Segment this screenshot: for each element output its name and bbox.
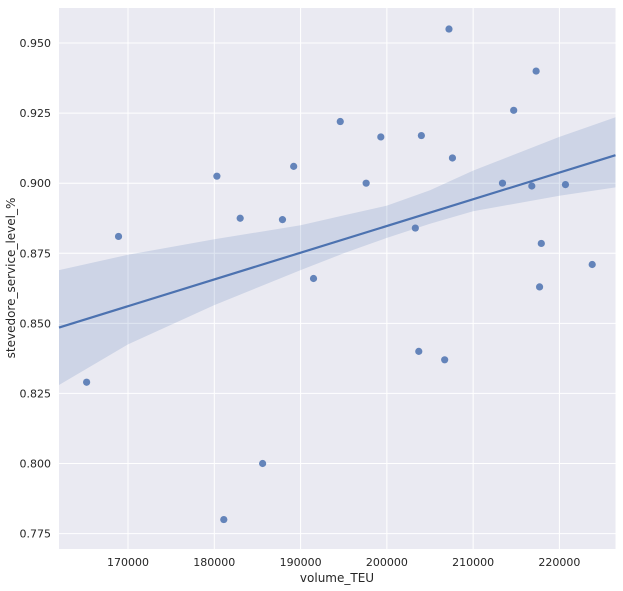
x-tick-label: 210000	[452, 556, 494, 569]
y-axis-label: stevedore_service_level_%	[4, 198, 18, 359]
y-tick-label: 0.950	[20, 37, 52, 50]
y-tick-label: 0.875	[20, 247, 52, 260]
data-point	[213, 172, 221, 180]
data-point	[236, 214, 244, 222]
data-point	[290, 162, 298, 170]
data-point	[448, 154, 457, 162]
x-tick-label: 220000	[538, 556, 580, 569]
y-tick-label: 0.900	[20, 177, 52, 190]
data-point	[532, 67, 540, 75]
data-point	[535, 283, 544, 291]
data-point	[411, 224, 419, 232]
data-point	[510, 106, 518, 114]
x-tick-labels: 170000 180000 190000 200000 210000 220000	[107, 556, 580, 569]
x-axis-label: volume_TEU	[300, 571, 374, 585]
x-tick-label: 170000	[107, 556, 149, 569]
data-point	[498, 179, 507, 187]
data-point	[417, 131, 425, 140]
data-point	[537, 239, 545, 248]
data-point	[441, 356, 449, 364]
data-point	[377, 133, 385, 141]
y-tick-label: 0.850	[20, 317, 52, 330]
x-tick-label: 190000	[280, 556, 322, 569]
grid-lines	[59, 8, 616, 549]
regression-line	[58, 154, 616, 329]
data-point	[278, 216, 287, 224]
confidence-band-layer	[59, 117, 616, 386]
y-tick-labels: 0.775 0.800 0.825 0.850 0.875 0.900 0.925 0.950	[20, 37, 52, 541]
data-point	[83, 378, 91, 386]
y-tick-label: 0.925	[20, 107, 52, 120]
confidence-band	[59, 117, 616, 386]
plot-background	[59, 8, 616, 549]
data-point	[220, 515, 228, 524]
data-point	[309, 274, 318, 283]
data-point	[114, 232, 123, 241]
y-tick-label: 0.775	[20, 528, 52, 541]
y-tick-label: 0.825	[20, 387, 52, 400]
data-point	[259, 459, 267, 468]
x-tick-label: 200000	[366, 556, 408, 569]
data-point	[588, 260, 596, 269]
regression-line-layer	[58, 154, 616, 329]
x-tick-label: 180000	[193, 556, 235, 569]
data-point	[561, 180, 570, 189]
data-point	[528, 182, 536, 190]
data-point	[445, 25, 453, 33]
data-points	[83, 25, 596, 524]
data-point	[415, 347, 423, 355]
y-tick-label: 0.800	[20, 458, 52, 471]
data-point	[362, 179, 370, 187]
data-point	[336, 117, 344, 126]
